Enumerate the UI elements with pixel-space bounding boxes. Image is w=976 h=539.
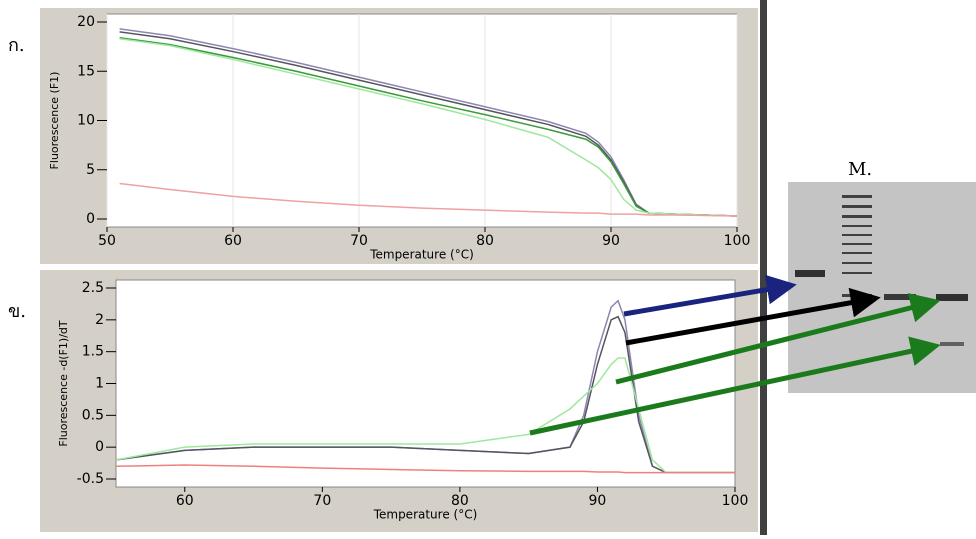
y-axis-label: Fluorescence (F1) [48,72,61,170]
x-axis-label: Temperature (°C) [369,248,474,262]
x-tick-label: 60 [224,233,242,249]
x-tick-label: 80 [451,493,469,509]
y-tick-label: 1.5 [82,344,104,360]
lane-label: M. [848,159,872,180]
y-tick-label: 15 [77,63,95,79]
y-tick-label: 2.5 [82,280,104,296]
x-tick-label: 100 [724,233,751,249]
x-axis-label: Temperature (°C) [373,508,478,522]
y-tick-label: 1 [95,376,104,392]
x-tick-label: 90 [602,233,620,249]
y-tick-label: 5 [86,162,95,178]
x-tick-label: 70 [350,233,368,249]
data-line [115,357,735,474]
x-tick-label: 60 [176,493,194,509]
data-line [119,38,738,217]
y-tick-label: 0.5 [82,407,104,423]
y-tick-label: 10 [77,113,95,129]
plot-area [106,13,738,228]
arrows [529,274,941,436]
data-line [119,37,738,217]
x-tick-label: 80 [476,233,494,249]
data-line [119,182,738,217]
data-line [115,464,735,474]
x-tick-label: 50 [98,233,116,249]
y-tick-label: 20 [77,14,95,30]
panel-label: ก. [8,35,25,56]
divider [760,0,767,535]
y-tick-label: 2 [95,312,104,328]
y-tick-label: -0.5 [77,471,104,487]
x-tick-label: 70 [313,493,331,509]
y-axis-label: Fluorescence -d(F1)/dT [57,320,70,447]
y-tick-label: 0 [95,439,104,455]
panel-label: ข. [8,301,26,322]
y-tick-label: 0 [86,211,95,227]
x-tick-label: 90 [589,493,607,509]
x-tick-label: 100 [722,493,749,509]
